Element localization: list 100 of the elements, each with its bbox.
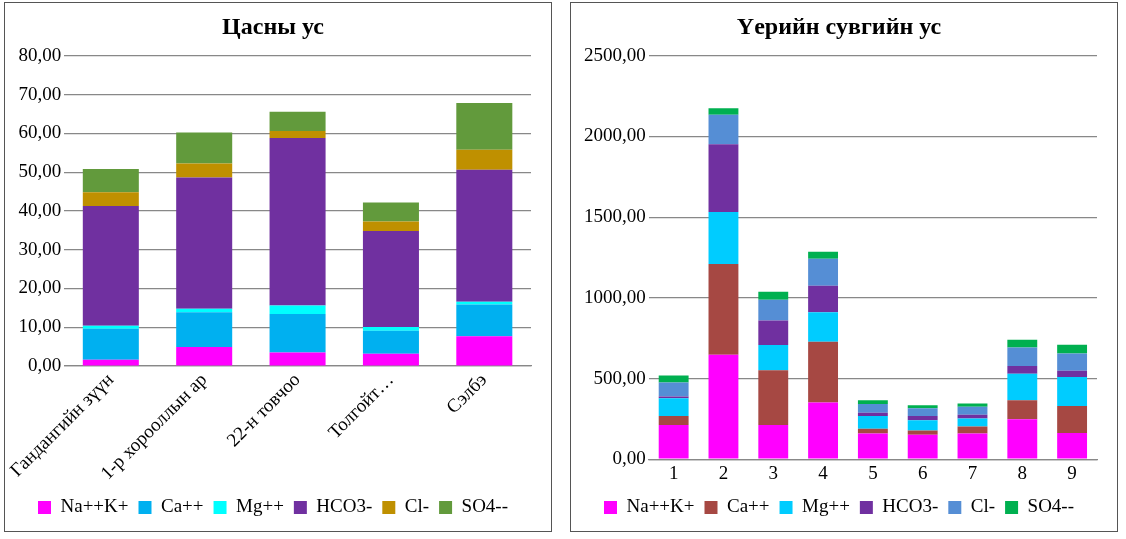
legend-label: Cl- [970,495,996,517]
bar [758,370,789,425]
bar [176,132,233,164]
bar [708,114,739,145]
x-tick-label: 6 [917,461,928,483]
bar [708,263,739,355]
bar [857,415,888,429]
bar [269,138,326,306]
bar [907,434,938,459]
bar [176,163,233,178]
bar [269,111,326,132]
legend-label: Ca++ [727,495,770,517]
bar [82,205,139,326]
bar [658,382,689,397]
legend-label: HCO3- [882,495,939,517]
bar [808,258,839,286]
bar [808,285,839,313]
bar [758,344,789,371]
y-tick-label: 20,00 [18,276,62,298]
bar [857,412,888,416]
y-tick-label: 500,00 [593,366,646,388]
y-tick-label: 10,00 [18,315,62,337]
bar [907,430,938,435]
bar [758,291,789,300]
legend-label: Na++K+ [60,495,129,517]
bar [857,400,888,405]
bar [362,330,419,354]
bar [808,402,839,459]
bar [82,328,139,360]
bar [808,251,839,259]
legend-label: Ca++ [161,495,204,517]
bar [176,312,233,348]
y-tick-label: 30,00 [18,237,62,259]
bar [82,169,139,193]
bar [82,192,139,206]
legend-label: HCO3- [316,495,373,517]
y-tick-label: 80,00 [18,43,62,65]
bar [1007,400,1038,420]
x-tick-label: 2 [718,461,729,483]
bar [658,398,689,416]
bar [1057,370,1088,377]
y-tick-label: 60,00 [18,121,62,143]
bar [1057,376,1088,406]
y-tick-label: 1500,00 [584,205,646,227]
bar [1057,433,1088,459]
bar [658,424,689,459]
y-tick-label: 1000,00 [584,285,646,307]
bar [907,405,938,409]
bar [857,404,888,413]
bar [658,375,689,383]
bar [907,420,938,431]
bar [708,144,739,212]
x-tick-label: 8 [1017,461,1028,483]
bar [907,415,938,421]
x-tick-label: 3 [768,461,779,483]
y-tick-label: 0,00 [612,447,646,469]
bar [456,336,513,366]
bar [1007,419,1038,459]
bar [362,221,419,232]
bar [957,433,988,459]
bar [708,354,739,459]
bar [758,424,789,459]
bar [957,414,988,419]
x-tick-label: 5 [868,461,878,483]
x-tick-label: 4 [818,461,829,483]
bar [362,202,419,222]
y-tick-label: 2500,00 [584,43,646,65]
bar [957,403,988,407]
bar [269,131,326,139]
bar [176,347,233,366]
bar [456,149,513,170]
legend-label: Na++K+ [626,495,695,517]
legend-label: Mg++ [802,495,850,517]
bar [176,177,233,309]
bar [907,408,938,416]
bar [857,433,888,459]
chart-title: Цасны ус [222,12,325,39]
y-tick-label: 40,00 [18,198,62,220]
bar [1007,365,1038,374]
bar [82,325,139,329]
legend-label: Cl- [404,495,430,517]
y-tick-label: 2000,00 [584,124,646,146]
legend-label: SO4-- [461,495,509,517]
bar [957,406,988,415]
bar [708,108,739,115]
bar [1007,347,1038,366]
bar [1007,373,1038,401]
legend-label: SO4-- [1027,495,1075,517]
x-tick-label: 7 [967,461,978,483]
bar [808,341,839,403]
bar [1007,339,1038,348]
x-tick-label: 9 [1067,461,1077,483]
bar [456,169,513,302]
x-tick-label: 1 [668,461,679,483]
legend-label: Mg++ [236,495,284,517]
bar [456,103,513,150]
bar [957,418,988,427]
bar [708,212,739,264]
bar [1057,405,1088,434]
y-tick-label: 50,00 [18,160,62,182]
